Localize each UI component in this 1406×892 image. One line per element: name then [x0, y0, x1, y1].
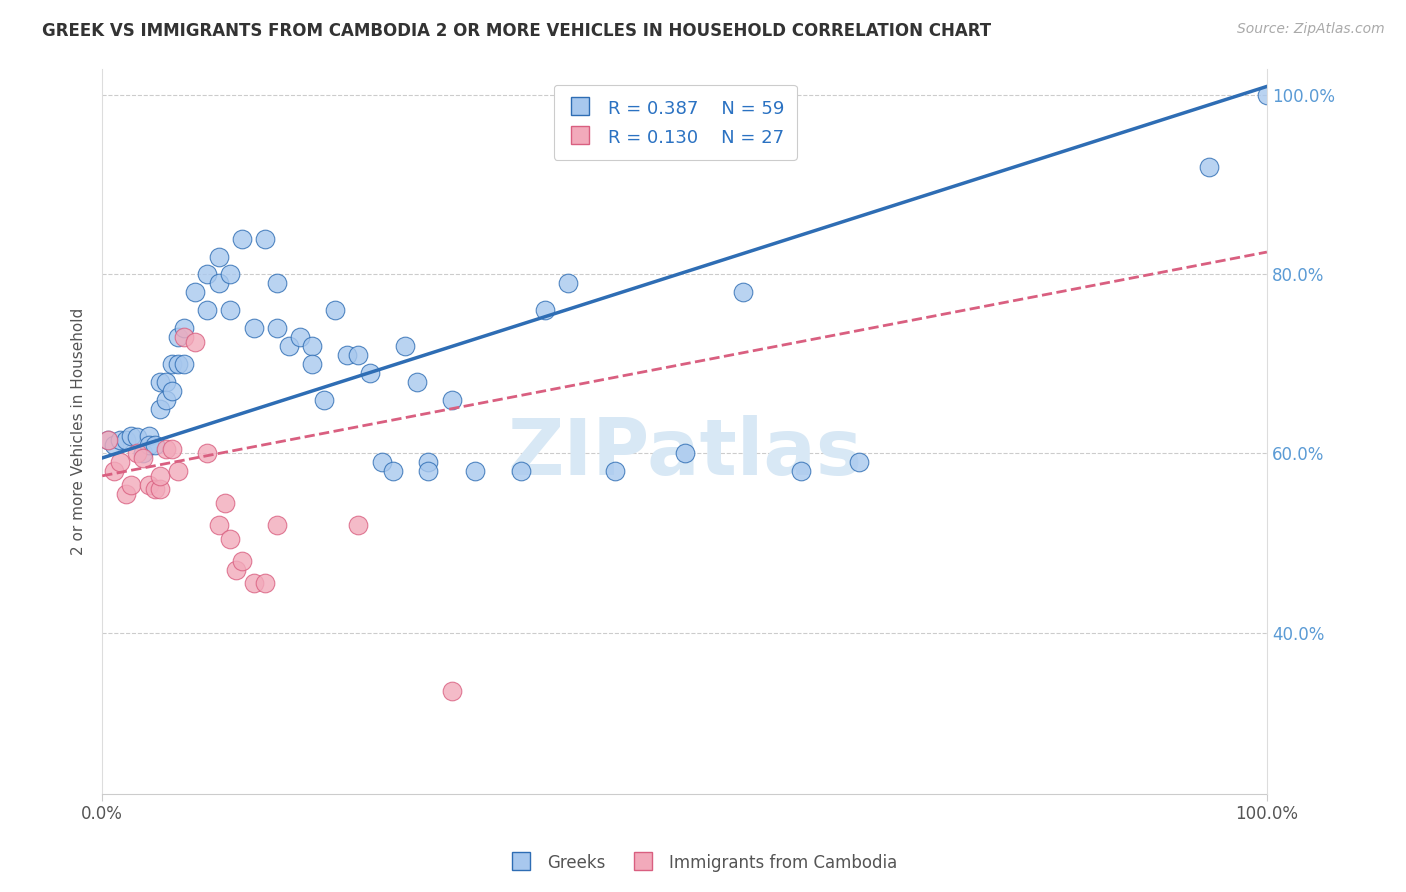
Point: [242, 321, 264, 335]
Point: [533, 303, 555, 318]
Point: [167, 330, 190, 344]
Point: [138, 428, 160, 442]
Point: [155, 392, 177, 407]
Point: [231, 554, 253, 568]
Point: [155, 442, 177, 456]
Point: [301, 339, 323, 353]
Point: [138, 437, 160, 451]
Point: [108, 433, 131, 447]
Point: [731, 285, 754, 300]
Point: [1256, 88, 1278, 103]
Text: GREEK VS IMMIGRANTS FROM CAMBODIA 2 OR MORE VEHICLES IN HOUSEHOLD CORRELATION CH: GREEK VS IMMIGRANTS FROM CAMBODIA 2 OR M…: [42, 22, 991, 40]
Point: [160, 384, 183, 398]
Point: [336, 348, 359, 362]
Point: [184, 285, 207, 300]
Point: [214, 496, 236, 510]
Point: [510, 464, 533, 478]
Point: [103, 464, 125, 478]
Point: [97, 433, 120, 447]
Point: [127, 446, 149, 460]
Point: [173, 330, 195, 344]
Point: [149, 375, 172, 389]
Point: [266, 277, 288, 291]
Point: [120, 478, 142, 492]
Point: [114, 487, 136, 501]
Point: [301, 357, 323, 371]
Point: [347, 518, 370, 533]
Point: [254, 576, 277, 591]
Point: [418, 455, 440, 469]
Text: Source: ZipAtlas.com: Source: ZipAtlas.com: [1237, 22, 1385, 37]
Point: [184, 334, 207, 349]
Point: [394, 339, 416, 353]
Point: [149, 483, 172, 497]
Point: [173, 357, 195, 371]
Point: [603, 464, 626, 478]
Point: [149, 468, 172, 483]
Point: [290, 330, 312, 344]
Point: [143, 437, 166, 451]
Point: [155, 375, 177, 389]
Point: [195, 268, 218, 282]
Point: [219, 532, 242, 546]
Point: [160, 357, 183, 371]
Point: [359, 366, 381, 380]
Point: [173, 321, 195, 335]
Point: [440, 392, 463, 407]
Legend: Greeks, Immigrants from Cambodia: Greeks, Immigrants from Cambodia: [502, 847, 904, 880]
Point: [208, 277, 231, 291]
Point: [266, 518, 288, 533]
Point: [848, 455, 870, 469]
Text: ZIPatlas: ZIPatlas: [508, 415, 862, 491]
Point: [323, 303, 346, 318]
Point: [225, 563, 247, 577]
Point: [219, 268, 242, 282]
Point: [149, 401, 172, 416]
Point: [195, 446, 218, 460]
Point: [1198, 160, 1220, 174]
Point: [208, 250, 231, 264]
Point: [120, 428, 142, 442]
Point: [440, 683, 463, 698]
Point: [97, 433, 120, 447]
Point: [347, 348, 370, 362]
Point: [277, 339, 299, 353]
Point: [254, 232, 277, 246]
Point: [167, 464, 190, 478]
Point: [673, 446, 696, 460]
Point: [132, 450, 155, 465]
Point: [382, 464, 405, 478]
Point: [219, 303, 242, 318]
Point: [108, 455, 131, 469]
Y-axis label: 2 or more Vehicles in Household: 2 or more Vehicles in Household: [72, 308, 86, 555]
Legend: R = 0.387    N = 59, R = 0.130    N = 27: R = 0.387 N = 59, R = 0.130 N = 27: [554, 85, 797, 160]
Point: [167, 357, 190, 371]
Point: [114, 433, 136, 447]
Point: [405, 375, 427, 389]
Point: [371, 455, 394, 469]
Point: [103, 437, 125, 451]
Point: [143, 483, 166, 497]
Point: [132, 446, 155, 460]
Point: [557, 277, 579, 291]
Point: [138, 478, 160, 492]
Point: [160, 442, 183, 456]
Point: [231, 232, 253, 246]
Point: [464, 464, 486, 478]
Point: [312, 392, 335, 407]
Point: [242, 576, 264, 591]
Point: [195, 303, 218, 318]
Point: [418, 464, 440, 478]
Point: [266, 321, 288, 335]
Point: [127, 430, 149, 444]
Point: [790, 464, 813, 478]
Point: [208, 518, 231, 533]
